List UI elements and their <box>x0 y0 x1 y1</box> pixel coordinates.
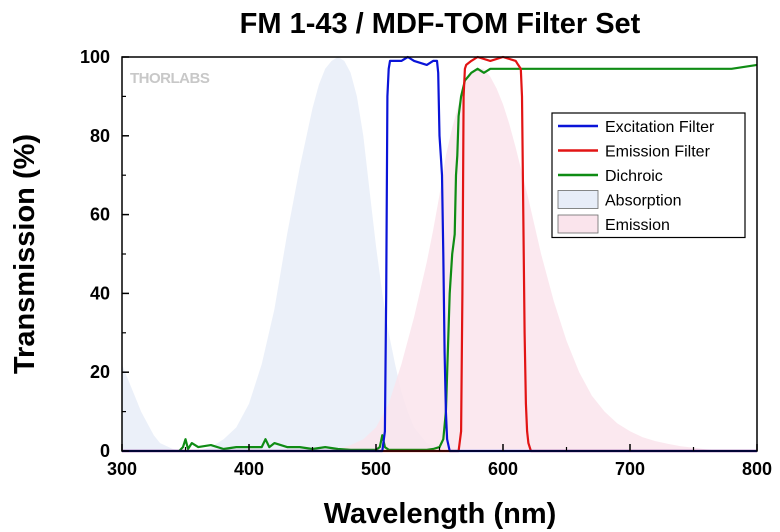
absorption-area <box>122 57 459 451</box>
legend-label-emission-filter: Emission Filter <box>605 144 711 161</box>
dichroic-line <box>178 63 758 452</box>
x-tick-label: 700 <box>615 459 645 479</box>
chart-title: FM 1-43 / MDF-TOM Filter Set <box>240 8 641 40</box>
emission-filter-line <box>122 55 757 453</box>
y-tick-label: 80 <box>90 126 110 146</box>
y-tick-label: 40 <box>90 283 110 303</box>
legend-label-absorption: Absorption <box>605 193 682 210</box>
line-series <box>122 55 758 453</box>
x-tick-label: 800 <box>742 459 772 479</box>
legend-swatch-absorption <box>557 190 599 209</box>
y-tick-label: 20 <box>90 362 110 382</box>
excitation-filter-line <box>122 55 757 453</box>
emission-area <box>325 68 719 452</box>
legend: Excitation Filter Emission Filter Dichroic… <box>551 112 746 239</box>
legend-label-dichroic: Dichroic <box>605 168 663 185</box>
x-axis-title: Wavelength (nm) <box>324 498 557 530</box>
legend-swatch-emission <box>557 214 599 234</box>
legend-label-emission: Emission <box>605 217 670 234</box>
axis-tick-labels: 300 400 500 600 700 800 0 20 40 60 80 100 <box>80 47 772 479</box>
watermark: THORLABS <box>130 70 210 87</box>
y-tick-label: 0 <box>100 441 110 461</box>
x-tick-label: 400 <box>234 459 264 479</box>
y-tick-label: 100 <box>80 47 110 67</box>
x-tick-label: 300 <box>107 459 137 479</box>
x-tick-label: 500 <box>361 459 391 479</box>
axis-ticks <box>121 56 758 452</box>
legend-label-excitation-filter: Excitation Filter <box>605 119 715 136</box>
y-tick-label: 60 <box>90 205 110 225</box>
area-fills <box>122 57 719 452</box>
y-axis-title: Transmission (%) <box>9 134 41 374</box>
x-tick-label: 600 <box>488 459 518 479</box>
